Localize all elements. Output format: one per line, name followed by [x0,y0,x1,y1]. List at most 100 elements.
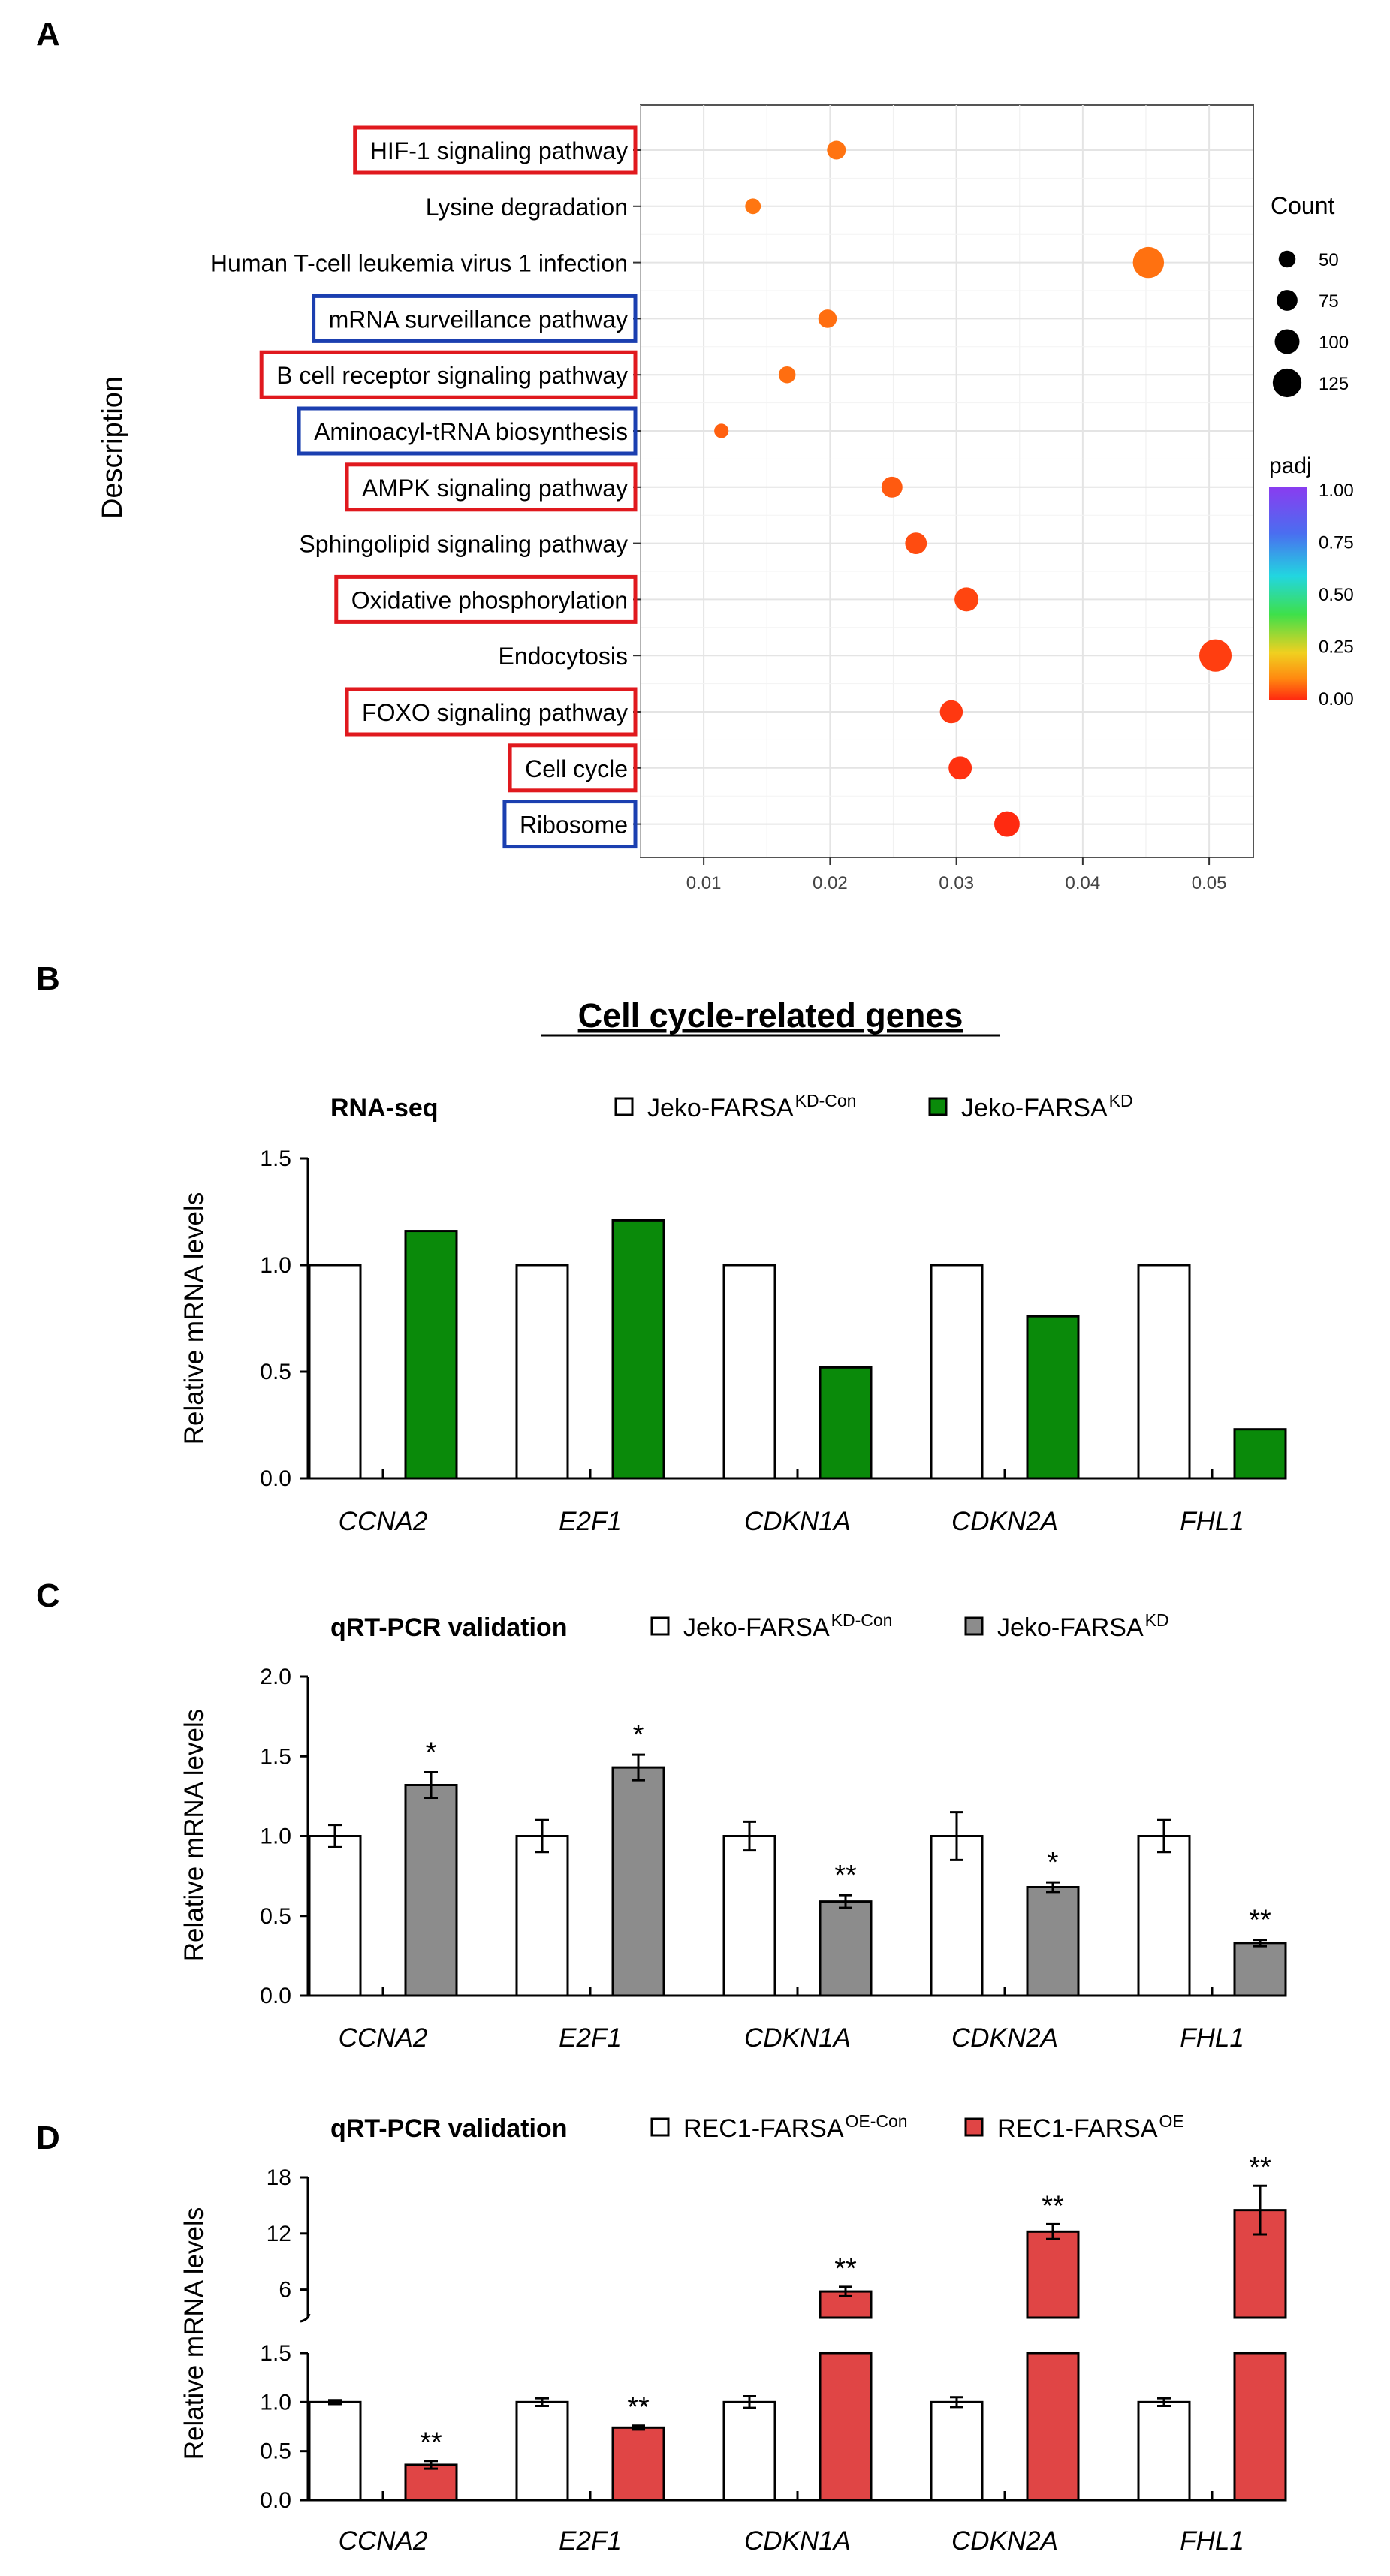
enrichment-dot [1199,639,1232,672]
significance-mark: ** [834,2253,857,2285]
bar-control [308,1835,362,1997]
y-tick-label: 2.0 [260,1665,291,1689]
y-tick-label: 6 [279,2278,291,2303]
legend-superscript: OE [1159,2111,1184,2131]
enrichment-dot [827,140,846,160]
legend-count-dot [1278,250,1296,268]
legend-superscript: KD-Con [831,1610,893,1630]
qrtpcr-kd-bar-chart: qRT-PCR validation Jeko-FARSA KD-Con Jeko-F… [179,1610,1287,2053]
pathway-label: Ribosome [520,812,628,839]
enrichment-dot [994,811,1020,837]
legend-superscript: KD-Con [795,1091,857,1110]
y-tick-label: 1.5 [260,2341,291,2366]
y-axis-label: Relative mRNA levels [179,1709,209,1962]
bar-control [722,1835,776,1997]
legend-swatch [650,1616,670,1636]
padj-colorbar [1269,487,1307,700]
pathway-label: Endocytosis [498,643,628,670]
bar-knockdown [1233,1942,1287,1997]
category-label: CDKN2A [951,1507,1058,1536]
y-tick-label: 12 [267,2222,291,2246]
bar-control [515,1835,569,1997]
legend-swatch [650,2117,670,2137]
pathway-label: Cell cycle [525,755,628,782]
bar-control [1137,1835,1191,1997]
x-tick-label: 0.02 [813,873,848,893]
category-label: CCNA2 [339,1507,428,1536]
legend-label: REC1-FARSA [683,2114,844,2143]
y-tick-label: 0.5 [260,2439,291,2464]
highlight-box-blue [297,406,638,456]
significance-mark: ** [420,2427,442,2459]
bar-overexpression [404,2463,458,2502]
legend-superscript: OE-Con [846,2111,908,2131]
enrichment-dot [939,700,963,724]
y-tick-label: 0.5 [260,1904,291,1929]
axis-break-mark [300,2313,311,2323]
pathway-label: Lysine degradation [426,194,628,221]
enrichment-dot [954,587,979,612]
section-heading: Cell cycle-related genes [578,996,963,1035]
panel-label-d: D [36,2120,60,2156]
y-tick-label: 0.5 [260,1360,291,1384]
bar-knockdown [611,1219,665,1480]
legend-swatch [928,1097,948,1116]
y-tick-label: 1.5 [260,1146,291,1171]
pathway-label: FOXO signaling pathway [362,699,628,726]
bar-control [930,1264,984,1480]
qrtpcr-oe-bar-chart: qRT-PCR validation REC1-FARSA OE-Con REC1-F… [179,2111,1287,2556]
significance-mark: ** [1249,2152,1271,2183]
y-tick-label: 0.0 [260,1466,291,1491]
bar-knockdown [404,1230,458,1480]
legend-padj-label: 0.25 [1319,637,1354,658]
highlight-box-red [334,574,638,624]
pathway-label: mRNA surveillance pathway [329,306,628,333]
bar-overexpression-lower [1026,2352,1080,2502]
pathway-label: HIF-1 signaling pathway [370,137,628,164]
bar-overexpression-lower [819,2352,873,2502]
legend-swatch [964,1616,984,1636]
enrichment-dot [1132,246,1165,279]
legend-count-dot [1277,290,1298,311]
category-label: CDKN1A [744,2526,851,2556]
category-label: CDKN2A [951,2526,1058,2556]
enrichment-dot [778,366,796,384]
legend-count-dot [1274,329,1300,354]
enrichment-dot [881,476,903,498]
category-label: E2F1 [559,2023,622,2053]
enrichment-dot [818,309,837,328]
bar-knockdown [819,1366,873,1480]
legend-padj-label: 1.00 [1319,481,1354,501]
category-label: CDKN1A [744,1507,851,1536]
bar-knockdown [611,1766,665,1997]
legend-padj-label: 0.00 [1319,689,1354,710]
pathway-label: Sphingolipid signaling pathway [299,531,628,558]
category-label: CCNA2 [339,2023,428,2053]
x-tick-label: 0.04 [1066,873,1101,893]
pathway-label: Aminoacyl-tRNA biosynthesis [314,418,628,445]
category-label: CCNA2 [339,2526,428,2556]
category-label: FHL1 [1180,2526,1244,2556]
y-axis-label: Relative mRNA levels [179,1192,209,1445]
bar-control [308,2400,362,2502]
chart-title: qRT-PCR validation [330,2114,567,2143]
legend-count-label: 100 [1319,333,1349,353]
x-tick-label: 0.03 [939,873,974,893]
highlight-box-red [259,350,638,399]
legend-label: Jeko-FARSA [683,1613,830,1642]
legend-swatch [614,1097,634,1116]
rna-seq-bar-chart: RNA-seq Jeko-FARSA KD-Con Jeko-FARSA KD0.00.… [179,1091,1287,1536]
highlight-box-blue [312,294,638,343]
category-label: E2F1 [559,1507,622,1536]
legend-count-label: 50 [1319,250,1339,270]
highlight-box-blue [502,800,638,849]
bar-control [1137,2400,1191,2502]
bar-control [1137,1264,1191,1480]
enrichment-dot [714,423,729,438]
y-tick-label: 1.5 [260,1744,291,1769]
legend-swatch [964,2117,984,2137]
bar-knockdown [819,1900,873,1997]
bar-control [515,2400,569,2502]
y-tick-label: 1.0 [260,2390,291,2415]
